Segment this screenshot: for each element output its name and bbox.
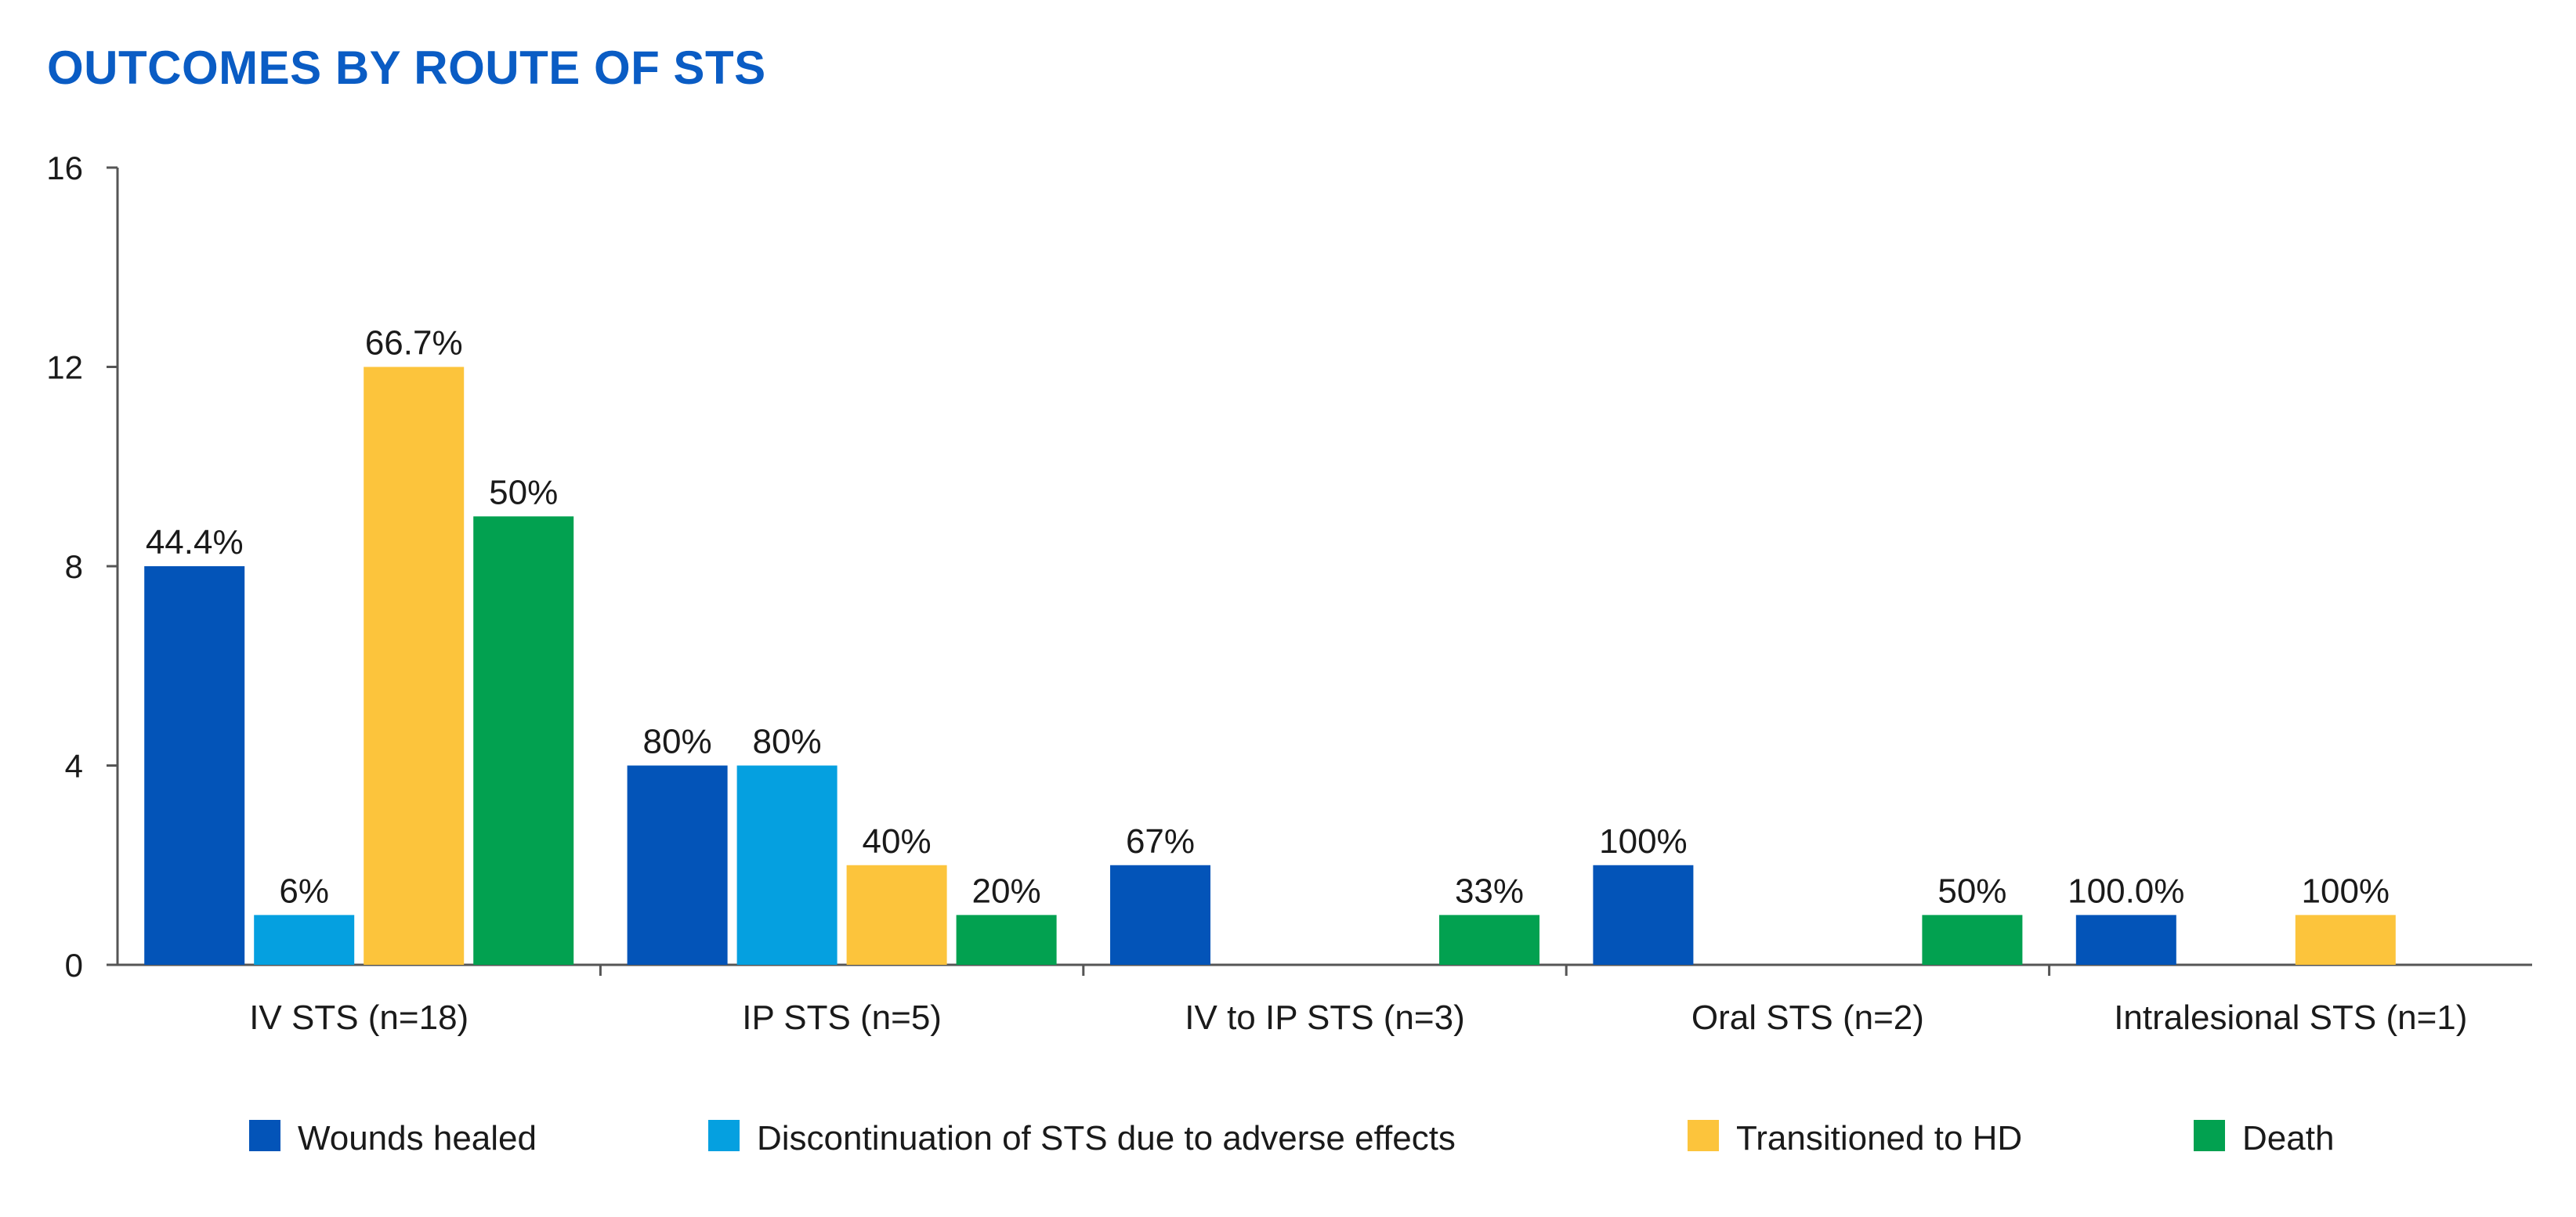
y-tick-label: 4 [65,748,83,785]
legend-label: Discontinuation of STS due to adverse ef… [757,1119,1456,1157]
bar [254,915,355,965]
bar-value-label: 50% [1937,872,2006,910]
legend-swatch [2194,1120,2225,1151]
bar [1593,865,1694,965]
x-category-label: Oral STS (n=2) [1691,999,1924,1037]
chart-title: OUTCOMES BY ROUTE OF STS [47,42,766,94]
legend-label: Wounds healed [298,1119,537,1157]
chart-legend: Wounds healed Discontinuation of STS due … [249,1119,2334,1157]
bar [1110,865,1210,965]
bar-value-label: 40% [863,822,932,861]
bar [144,566,245,965]
bar-value-label: 50% [489,473,558,511]
x-category-label: IP STS (n=5) [742,999,942,1037]
bar [1439,915,1539,965]
legend-swatch [1688,1120,1719,1151]
chart-data-labels: 44.4% 6% 66.7% 50% 80% 80% 40% 20% 67% 33% 100% 50%… [146,324,2390,911]
bar-value-label: 67% [1126,822,1195,861]
bar [846,865,947,965]
bar [956,915,1057,965]
bar-value-label: 6% [279,872,329,910]
chart-axes: 0 4 8 12 16 IV STS (n=18) IP STS (n=5) IV to IP… [46,150,2532,1037]
bar [473,516,574,965]
y-tick-label: 0 [65,947,83,984]
legend-label: Death [2242,1119,2334,1157]
legend-swatch [708,1120,740,1151]
bar [2075,915,2176,965]
y-tick-label: 16 [46,150,83,186]
bar [2295,915,2396,965]
bar-value-label: 44.4% [146,523,244,562]
bar [736,765,838,965]
x-category-label: IV STS (n=18) [249,999,469,1037]
bar-value-label: 33% [1455,872,1524,910]
bar-value-label: 80% [643,723,712,761]
bar-value-label: 100% [1599,822,1688,861]
bar-value-label: 100% [2302,872,2390,910]
x-category-label: IV to IP STS (n=3) [1185,999,1464,1037]
legend-swatch [249,1120,280,1151]
y-tick-label: 8 [65,548,83,585]
bar-value-label: 66.7% [365,324,463,363]
chart-bars [144,367,2396,965]
bar-value-label: 20% [972,872,1041,910]
bar [627,765,728,965]
bar-value-label: 100.0% [2068,872,2184,910]
x-category-label: Intralesional STS (n=1) [2114,999,2467,1037]
bar [1922,915,2023,965]
y-tick-label: 12 [46,349,83,386]
bar-value-label: 80% [753,723,822,761]
bar [364,367,465,965]
legend-label: Transitioned to HD [1736,1119,2022,1157]
